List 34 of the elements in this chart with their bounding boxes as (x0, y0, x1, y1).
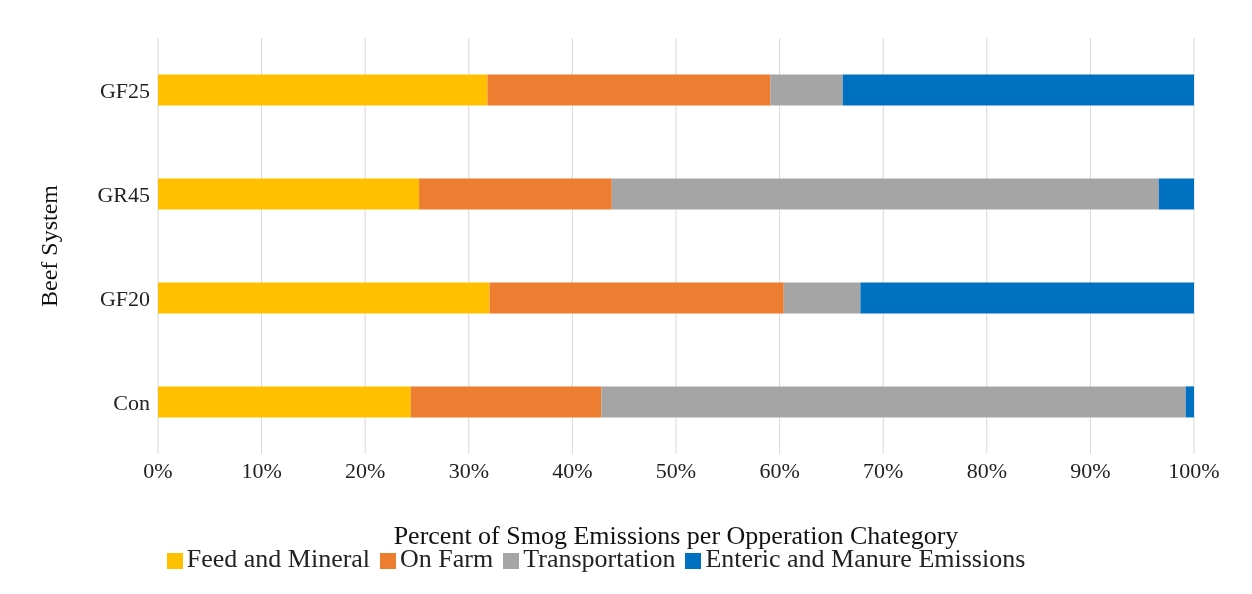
bar (410, 386, 602, 418)
bar (860, 282, 1194, 314)
y-axis-title: Beef System (35, 184, 62, 307)
x-tick-label: 20% (345, 457, 386, 483)
x-tick-label: 10% (241, 457, 282, 483)
x-tick-label: 0% (143, 457, 173, 483)
bar (783, 282, 861, 314)
bar (601, 386, 1186, 418)
y-tick-label: GF25 (99, 77, 150, 103)
legend-label: On Farm (400, 544, 494, 573)
x-tick-label: 60% (759, 457, 800, 483)
x-tick-label: 50% (655, 457, 697, 483)
legend-label: Feed and Mineral (186, 544, 371, 573)
bar (842, 74, 1194, 106)
bar (487, 74, 771, 106)
x-tick-label: 40% (552, 457, 593, 483)
x-tick-label: 30% (448, 457, 489, 483)
bar (158, 178, 420, 210)
bar (158, 386, 411, 418)
bar (1185, 386, 1194, 418)
bar (770, 74, 843, 106)
bar (419, 178, 612, 210)
bar (158, 282, 490, 314)
bar (1158, 178, 1194, 210)
y-tick-label: Con (113, 389, 150, 415)
bar (611, 178, 1159, 210)
x-tick-label: 80% (966, 457, 1007, 483)
bar (158, 74, 488, 106)
x-tick-label: 70% (863, 457, 904, 483)
y-tick-label: GF20 (99, 285, 150, 311)
x-tick-label: 90% (1070, 457, 1111, 483)
x-tick-label: 100% (1168, 457, 1220, 483)
y-tick-label: GR45 (97, 181, 150, 207)
bar (489, 282, 784, 314)
